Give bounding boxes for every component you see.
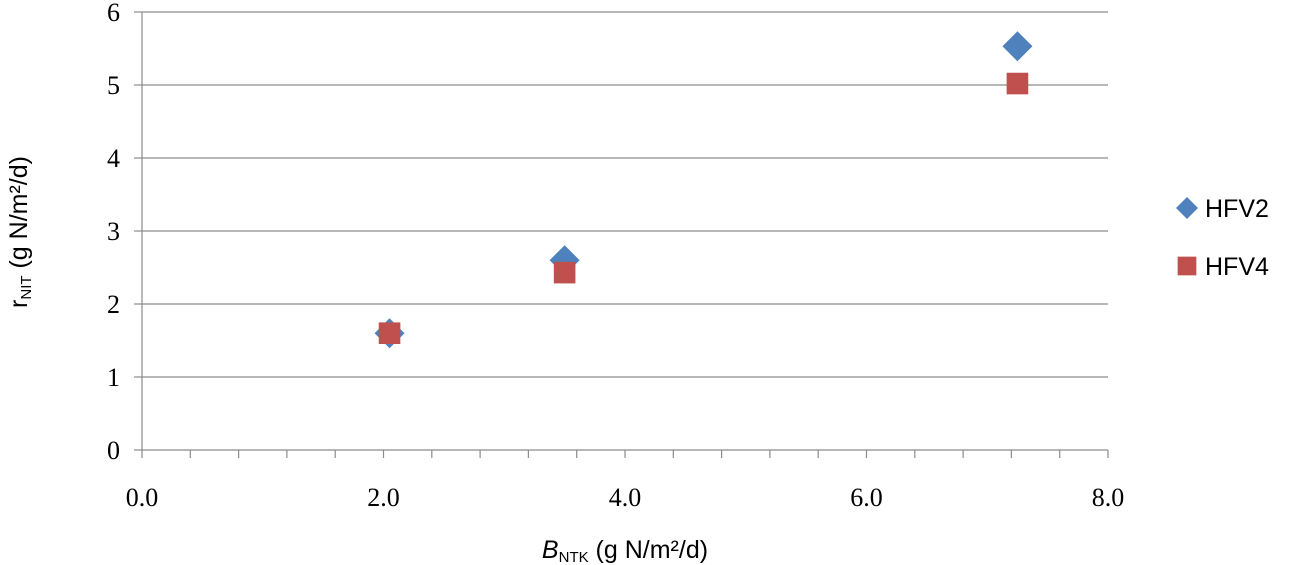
point-hfv4-0 xyxy=(378,322,401,344)
legend-entry-hfv4: HFV4 xyxy=(1177,253,1269,281)
tick-labels: 0 1 2 3 4 5 6 0.0 2.0 4.0 6.0 8.0 xyxy=(107,0,1124,512)
x-tick-label-2: 4.0 xyxy=(609,483,642,512)
y-tick-label-6: 6 xyxy=(107,0,120,27)
x-axis-title-subscript: NTK xyxy=(559,549,589,565)
y-tick-label-1: 1 xyxy=(107,363,120,392)
x-axis-title: BNTK (g N/m²/d) xyxy=(542,536,708,565)
y-tick-label-5: 5 xyxy=(107,71,120,100)
legend-entry-hfv2: HFV2 xyxy=(1176,195,1269,223)
x-tick-label-4: 8.0 xyxy=(1092,483,1125,512)
x-tick-label-1: 2.0 xyxy=(367,483,400,512)
data-points xyxy=(374,31,1033,349)
legend-label-hfv2: HFV2 xyxy=(1205,195,1269,223)
y-tick-label-0: 0 xyxy=(107,436,120,465)
y-tick-label-4: 4 xyxy=(107,144,120,173)
point-hfv2-2 xyxy=(1002,31,1033,62)
axes xyxy=(134,11,1109,458)
point-hfv4-2 xyxy=(1006,72,1029,95)
y-tick-label-3: 3 xyxy=(107,217,120,246)
legend: HFV2 HFV4 xyxy=(1176,195,1269,281)
x-tick-label-0: 0.0 xyxy=(126,483,159,512)
y-axis-title-subscript: NIT xyxy=(18,275,35,299)
point-hfv4-1 xyxy=(553,261,576,284)
x-tick-label-3: 6.0 xyxy=(850,483,883,512)
y-axis-title: rNIT (g N/m²/d) xyxy=(5,156,35,308)
legend-label-hfv4: HFV4 xyxy=(1205,253,1269,281)
y-tick-label-2: 2 xyxy=(107,290,120,319)
gridlines xyxy=(142,11,1108,378)
legend-marker-hfv2 xyxy=(1176,197,1198,219)
legend-marker-hfv4 xyxy=(1177,256,1197,276)
